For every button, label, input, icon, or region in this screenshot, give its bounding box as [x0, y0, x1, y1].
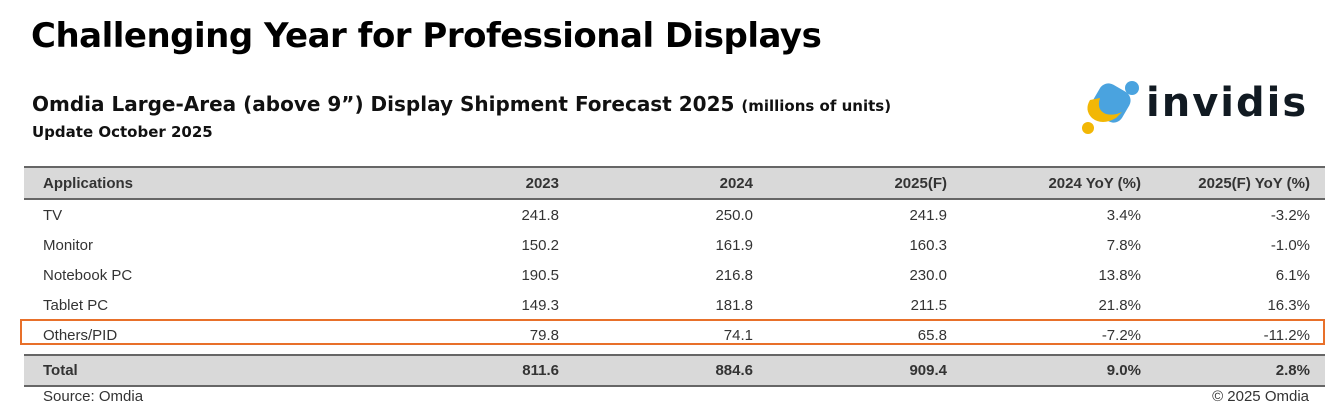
- total-yoy-2024: 9.0%: [1106, 362, 1141, 379]
- cell-application: Others/PID: [43, 326, 118, 344]
- total-yoy-2025f: 2.8%: [1275, 362, 1310, 379]
- header-2025f: 2025(F): [894, 174, 947, 192]
- cell-yoy-2024: 7.8%: [1106, 236, 1141, 254]
- cell-yoy-2024: 3.4%: [1106, 206, 1141, 224]
- cell-yoy-2025f: -3.2%: [1270, 206, 1310, 224]
- header-2025f-yoy: 2025(F) YoY (%): [1198, 174, 1310, 192]
- cell-yoy-2025f: 16.3%: [1267, 296, 1310, 314]
- page-title: Challenging Year for Professional Displa…: [31, 16, 822, 56]
- header-2024-yoy: 2024 YoY (%): [1048, 174, 1141, 192]
- logo-mark-icon: [1082, 81, 1139, 134]
- header-2024: 2024: [719, 174, 753, 192]
- copyright: © 2025 Omdia: [1212, 388, 1309, 405]
- cell-value-2024: 74.1: [723, 326, 753, 344]
- cell-yoy-2024: 13.8%: [1098, 266, 1141, 284]
- cell-value-2025f: 65.8: [917, 326, 947, 344]
- cell-value-2023: 241.8: [521, 206, 559, 224]
- cell-value-2025f: 230.0: [909, 266, 947, 284]
- cell-application: Tablet PC: [43, 296, 109, 314]
- total-value-2024: 884.6: [715, 362, 753, 379]
- table-row: Monitor 150.2 161.9 160.3 7.8% -1.0%: [24, 230, 1325, 260]
- total-value-2025f: 909.4: [909, 362, 947, 379]
- cell-value-2025f: 160.3: [909, 236, 947, 254]
- table-row: TV 241.8 250.0 241.9 3.4% -3.2%: [24, 199, 1325, 230]
- cell-value-2025f: 241.9: [909, 206, 947, 224]
- cell-yoy-2024: 21.8%: [1098, 296, 1141, 314]
- unit-label: (millions of units): [741, 97, 892, 115]
- cell-value-2024: 250.0: [715, 206, 753, 224]
- subtitle-text: Omdia Large-Area (above 9”) Display Ship…: [32, 92, 735, 116]
- cell-value-2024: 216.8: [715, 266, 753, 284]
- highlight-box: [20, 319, 1325, 345]
- cell-value-2024: 181.8: [715, 296, 753, 314]
- cell-value-2024: 161.9: [715, 236, 753, 254]
- update-date: Update October 2025: [32, 123, 213, 141]
- table-header-row: Applications 2023 2024 2025(F) 2024 YoY …: [24, 167, 1325, 199]
- shipment-table: Applications 2023 2024 2025(F) 2024 YoY …: [24, 166, 1325, 387]
- header-2023: 2023: [525, 174, 559, 192]
- cell-value-2023: 79.8: [529, 326, 559, 344]
- table-row: Notebook PC 190.5 216.8 230.0 13.8% 6.1%: [24, 260, 1325, 290]
- cell-application: TV: [43, 206, 63, 224]
- source-note: Source: Omdia: [43, 388, 144, 405]
- subtitle: Omdia Large-Area (above 9”) Display Ship…: [32, 92, 891, 116]
- header-applications: Applications: [43, 174, 134, 192]
- cell-value-2025f: 211.5: [910, 296, 947, 314]
- table-row: Tablet PC 149.3 181.8 211.5 21.8% 16.3%: [24, 290, 1325, 320]
- cell-yoy-2025f: -11.2%: [1263, 326, 1310, 344]
- cell-value-2023: 149.3: [521, 296, 559, 314]
- total-value-2023: 811.6: [522, 362, 559, 379]
- cell-yoy-2025f: -1.0%: [1270, 236, 1310, 254]
- logo-text: invidis: [1146, 80, 1309, 126]
- cell-yoy-2024: -7.2%: [1101, 326, 1141, 344]
- table-row: Others/PID 79.8 74.1 65.8 -7.2% -11.2%: [24, 320, 1325, 350]
- invidis-logo: invidis: [1080, 78, 1320, 138]
- cell-value-2023: 150.2: [521, 236, 559, 254]
- total-row: Total 811.6 884.6 909.4 9.0% 2.8%: [24, 355, 1325, 386]
- cell-application: Monitor: [43, 236, 94, 254]
- total-application: Total: [43, 362, 78, 379]
- cell-yoy-2025f: 6.1%: [1275, 266, 1310, 284]
- cell-value-2023: 190.5: [521, 266, 559, 284]
- cell-application: Notebook PC: [43, 266, 133, 284]
